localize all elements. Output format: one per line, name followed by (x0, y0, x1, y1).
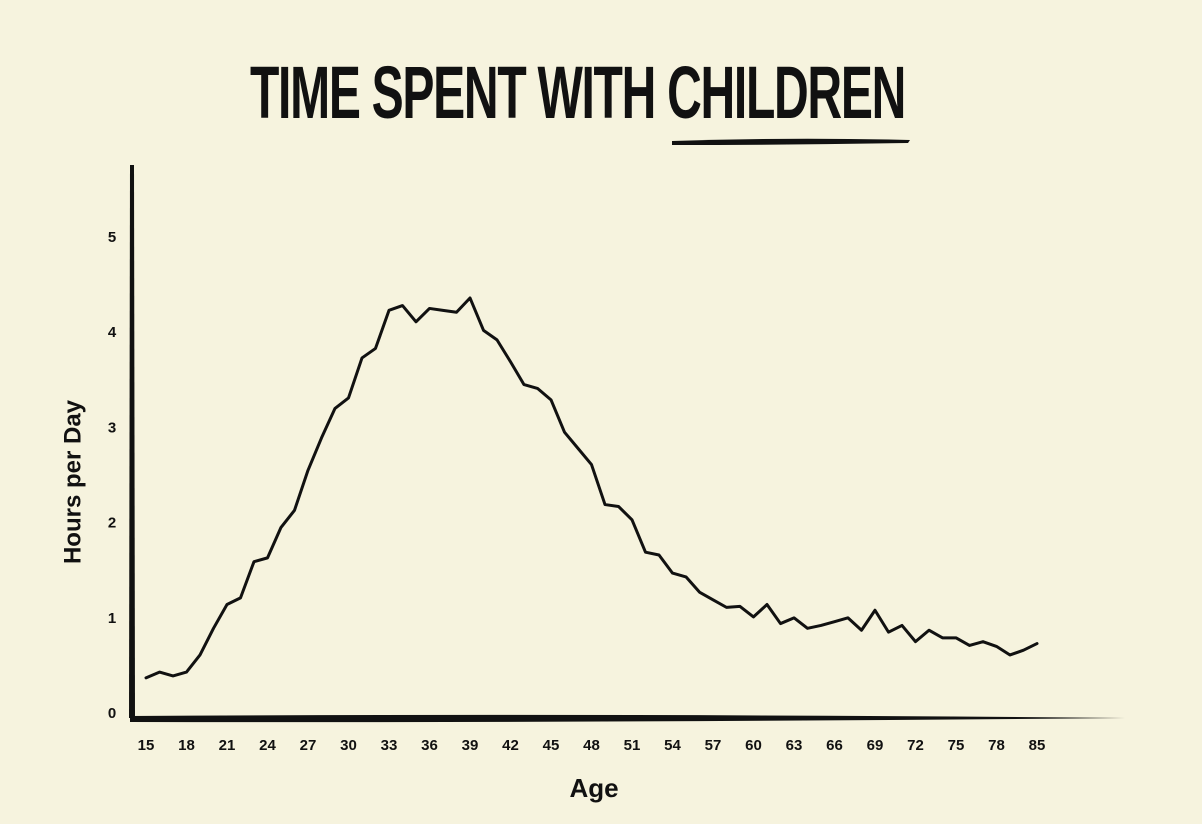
x-tick-label: 72 (907, 737, 924, 754)
y-axis (129, 165, 135, 718)
x-tick-label: 51 (624, 737, 641, 754)
chart-title: TIME SPENT WITH CHILDREN (250, 51, 905, 134)
x-tick-label: 75 (948, 737, 965, 754)
x-tick-label: 39 (462, 737, 479, 754)
y-tick-label: 5 (108, 229, 116, 246)
title-main: TIME SPENT WITH (250, 51, 655, 134)
x-tick-label: 15 (138, 737, 155, 754)
y-tick-label: 4 (108, 324, 117, 341)
x-tick-label: 24 (259, 737, 276, 754)
y-tick-label: 1 (108, 610, 116, 627)
x-tick-label: 57 (705, 737, 722, 754)
x-axis (130, 714, 1125, 723)
title-highlight: CHILDREN (667, 51, 905, 134)
x-tick-label: 69 (867, 737, 884, 754)
y-axis-label: Hours per Day (59, 399, 86, 564)
x-tick-label: 27 (300, 737, 317, 754)
x-tick-label: 54 (664, 737, 681, 754)
x-tick-label: 36 (421, 737, 438, 754)
x-tick-label: 60 (745, 737, 762, 754)
x-tick-label: 30 (340, 737, 357, 754)
y-tick-label: 3 (108, 419, 116, 436)
x-tick-label: 18 (178, 737, 195, 754)
x-tick-label: 48 (583, 737, 600, 754)
x-tick-label: 63 (786, 737, 803, 754)
x-tick-label: 42 (502, 737, 519, 754)
y-tick-label: 2 (108, 515, 116, 532)
x-tick-label: 21 (219, 737, 236, 754)
x-tick-label: 33 (381, 737, 398, 754)
data-line (144, 296, 1039, 680)
title-underline (672, 138, 910, 145)
x-tick-label: 85 (1029, 737, 1046, 754)
x-tick-label: 45 (543, 737, 560, 754)
x-tick-label: 78 (988, 737, 1005, 754)
y-tick-label: 0 (108, 705, 116, 722)
x-tick-label: 66 (826, 737, 843, 754)
x-axis-label: Age (569, 773, 618, 803)
